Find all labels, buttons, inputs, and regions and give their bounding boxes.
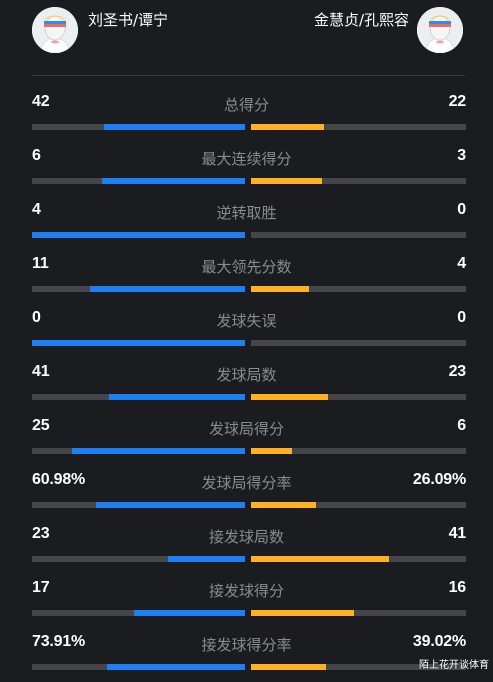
stat-left-value: 0 <box>32 309 41 326</box>
stat-left-value: 42 <box>32 93 50 110</box>
stat-right-value: 0 <box>457 309 466 326</box>
left-bar-track <box>32 394 245 400</box>
right-bar-fill <box>251 286 310 292</box>
stat-right-value: 16 <box>448 579 467 596</box>
right-bar-track <box>251 178 466 184</box>
left-bar-track <box>32 664 245 670</box>
left-bar-track <box>32 124 245 130</box>
stat-row: 60.98% 发球局得分率 26.09% <box>0 466 493 520</box>
stat-row: 17 接发球得分 16 <box>0 574 493 628</box>
stat-right-value: 4 <box>457 255 466 272</box>
right-bar-track <box>251 610 466 616</box>
right-bar-track <box>251 394 466 400</box>
stat-row: 42 总得分 22 <box>0 88 493 142</box>
stat-left-value: 60.98% <box>32 471 86 488</box>
stat-label: 接发球得分率 <box>201 636 292 654</box>
stat-label: 发球局得分率 <box>201 474 292 492</box>
stat-row: 41 发球局数 23 <box>0 358 493 412</box>
left-bar-fill <box>95 502 245 508</box>
right-bar-fill <box>251 556 389 562</box>
right-bar-fill <box>251 610 355 616</box>
stat-label: 最大连续得分 <box>201 150 292 168</box>
stat-left-value: 11 <box>32 255 49 272</box>
stat-left-value: 25 <box>32 417 50 434</box>
header-divider <box>32 75 465 76</box>
stat-label: 接发球得分 <box>208 582 284 600</box>
stats-list: 42 总得分 22 6 最大连续得分 3 4 逆转取胜 0 11 最大领先分数 … <box>0 88 493 682</box>
right-bar-fill <box>251 394 329 400</box>
stat-right-value: 39.02% <box>412 633 466 650</box>
left-bar-fill <box>102 178 245 184</box>
right-player-avatar[interactable] <box>417 7 463 53</box>
stat-label: 最大领先分数 <box>201 258 292 276</box>
stat-label: 发球局得分 <box>208 420 284 438</box>
stat-label: 总得分 <box>223 96 269 114</box>
left-bar-track <box>32 448 245 454</box>
left-bar-track <box>32 556 245 562</box>
player-avatar-icon <box>32 7 78 53</box>
left-bar-track <box>32 232 245 238</box>
left-bar-fill <box>134 610 245 616</box>
right-bar-track <box>251 340 466 346</box>
stat-row: 11 最大领先分数 4 <box>0 250 493 304</box>
stat-right-value: 3 <box>457 147 466 164</box>
stat-row: 25 发球局得分 6 <box>0 412 493 466</box>
left-bar-track <box>32 340 245 346</box>
stat-right-value: 6 <box>457 417 466 434</box>
stat-right-value: 22 <box>448 93 467 110</box>
stat-row: 4 逆转取胜 0 <box>0 196 493 250</box>
stat-left-value: 6 <box>32 147 41 164</box>
left-bar-fill <box>104 124 245 130</box>
stat-right-value: 23 <box>448 363 467 380</box>
left-bar-track <box>32 178 245 184</box>
left-bar-fill <box>89 286 245 292</box>
right-bar-track <box>251 664 466 670</box>
watermark: 陌上花开谈体育 <box>419 660 489 671</box>
left-bar-fill <box>106 664 245 670</box>
right-player-name: 金慧贞/孔熙容 <box>313 11 409 29</box>
stat-label: 发球失误 <box>216 312 277 330</box>
left-bar-fill <box>168 556 245 562</box>
stat-left-value: 17 <box>32 579 50 596</box>
left-bar-fill <box>32 232 245 238</box>
stat-row: 6 最大连续得分 3 <box>0 142 493 196</box>
stat-row: 73.91% 接发球得分率 39.02% <box>0 628 493 682</box>
stat-left-value: 41 <box>32 363 50 380</box>
right-bar-fill <box>251 178 322 184</box>
stat-row: 0 发球失误 0 <box>0 304 493 358</box>
player-avatar-icon <box>417 7 463 53</box>
left-bar-track <box>32 286 245 292</box>
left-bar-track <box>32 502 245 508</box>
right-bar-fill <box>251 448 292 454</box>
right-bar-track <box>251 124 466 130</box>
stat-left-value: 23 <box>32 525 50 542</box>
stat-left-value: 73.91% <box>32 633 86 650</box>
right-bar-track <box>251 502 466 508</box>
stat-label: 逆转取胜 <box>216 204 277 222</box>
right-bar-track <box>251 556 466 562</box>
match-header: 刘圣书/谭宁 金慧贞/孔熙容 <box>0 0 493 76</box>
left-bar-track <box>32 610 245 616</box>
stat-left-value: 4 <box>32 201 41 218</box>
right-bar-fill <box>251 124 325 130</box>
left-bar-fill <box>32 340 245 346</box>
stat-right-value: 41 <box>448 525 467 542</box>
right-bar-track <box>251 448 466 454</box>
stat-right-value: 26.09% <box>412 471 466 488</box>
right-bar-fill <box>251 664 327 670</box>
right-bar-fill <box>251 502 316 508</box>
stat-row: 23 接发球局数 41 <box>0 520 493 574</box>
left-bar-fill <box>108 394 245 400</box>
right-bar-track <box>251 232 466 238</box>
left-bar-fill <box>72 448 245 454</box>
left-player-name: 刘圣书/谭宁 <box>88 11 169 29</box>
stat-label: 发球局数 <box>216 366 277 384</box>
right-bar-track <box>251 286 466 292</box>
stat-label: 接发球局数 <box>208 528 284 546</box>
stat-right-value: 0 <box>457 201 466 218</box>
left-player-avatar[interactable] <box>32 7 78 53</box>
